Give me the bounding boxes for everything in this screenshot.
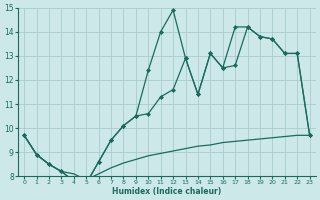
X-axis label: Humidex (Indice chaleur): Humidex (Indice chaleur) [112, 187, 221, 196]
